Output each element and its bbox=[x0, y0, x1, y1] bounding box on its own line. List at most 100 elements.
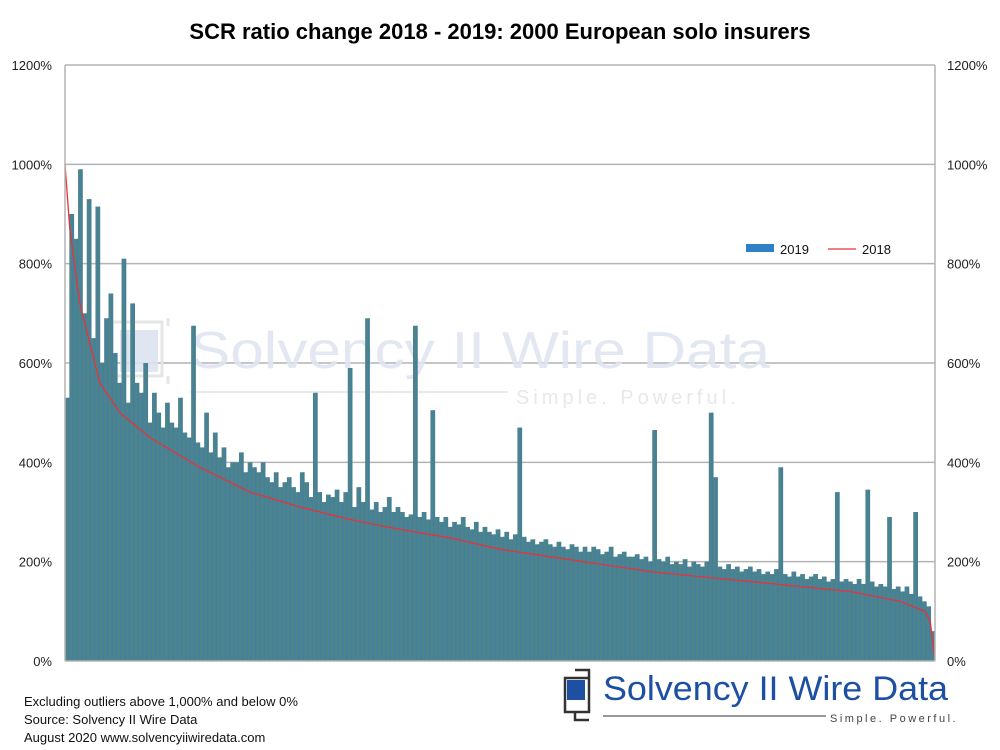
bar-2019 bbox=[152, 392, 157, 661]
bar-2019 bbox=[700, 566, 705, 661]
y-tick-label-right: 200% bbox=[947, 555, 981, 570]
bar-2019 bbox=[621, 551, 627, 661]
bar-2019 bbox=[834, 492, 840, 661]
bar-2019 bbox=[882, 586, 888, 661]
watermark: Solvency II Wire Data Simple. Powerful. bbox=[110, 318, 770, 409]
bar-2019 bbox=[665, 556, 671, 661]
legend-swatch-2019 bbox=[746, 244, 774, 252]
bar-2019 bbox=[386, 497, 392, 661]
bar-2019 bbox=[539, 541, 544, 661]
bar-2019 bbox=[682, 559, 688, 661]
watermark-logo-square bbox=[120, 330, 158, 372]
bar-2019 bbox=[521, 536, 527, 661]
bar-2019 bbox=[117, 382, 122, 661]
bar-2019 bbox=[765, 571, 771, 661]
bar-2019 bbox=[504, 531, 510, 661]
bar-2019 bbox=[500, 536, 505, 661]
bar-2019 bbox=[430, 410, 436, 661]
bar-2019 bbox=[447, 526, 453, 661]
bar-2019 bbox=[404, 516, 410, 661]
legend-label-2018: 2018 bbox=[862, 242, 891, 257]
bar-2019 bbox=[630, 556, 636, 661]
logo-square-icon bbox=[567, 680, 585, 700]
bar-2019 bbox=[147, 422, 153, 661]
bar-2019 bbox=[874, 586, 879, 661]
bar-2019 bbox=[769, 574, 775, 661]
bar-2019 bbox=[495, 529, 501, 661]
bar-2019 bbox=[82, 313, 88, 661]
bar-2019 bbox=[382, 507, 388, 661]
bar-2019 bbox=[143, 363, 149, 661]
bar-2019 bbox=[204, 412, 209, 661]
bar-2019 bbox=[191, 325, 196, 661]
bar-2019 bbox=[891, 588, 897, 661]
bar-2019 bbox=[782, 574, 788, 661]
bar-2019 bbox=[360, 502, 366, 661]
bar-2019 bbox=[565, 549, 570, 661]
bar-2019 bbox=[795, 576, 801, 661]
y-tick-label-right: 400% bbox=[947, 455, 981, 470]
bar-2019 bbox=[578, 551, 584, 661]
bar-2019 bbox=[160, 427, 166, 661]
bar-2019 bbox=[604, 551, 610, 661]
bar-2019 bbox=[65, 397, 70, 661]
y-tick-label-left: 200% bbox=[19, 555, 53, 570]
bar-2019 bbox=[230, 462, 236, 661]
bar-2019 bbox=[530, 539, 536, 661]
bar-2019 bbox=[434, 516, 440, 661]
bar-2019 bbox=[508, 539, 514, 661]
bar-2019 bbox=[843, 579, 849, 661]
bar-2019 bbox=[330, 497, 336, 661]
bar-2019 bbox=[678, 564, 684, 661]
bar-2019 bbox=[617, 554, 623, 661]
bar-2019 bbox=[186, 437, 192, 661]
logo-name: Solvency II Wire Data bbox=[603, 670, 948, 708]
bar-2019 bbox=[426, 519, 431, 661]
y-tick-label-left: 1200% bbox=[12, 58, 53, 73]
bar-2019 bbox=[195, 442, 201, 661]
bar-2019 bbox=[234, 462, 240, 661]
bar-2019 bbox=[804, 579, 810, 661]
bar-2019 bbox=[547, 544, 553, 661]
bar-2019 bbox=[808, 576, 814, 661]
bar-2019 bbox=[212, 432, 218, 661]
bar-2019 bbox=[752, 571, 758, 661]
bar-2019 bbox=[334, 489, 340, 661]
bar-2019 bbox=[339, 502, 344, 661]
bar-2019 bbox=[747, 566, 753, 661]
bar-2019 bbox=[708, 412, 714, 661]
bar-2019 bbox=[730, 569, 736, 661]
bar-2019 bbox=[608, 546, 614, 661]
bar-2019 bbox=[486, 531, 492, 661]
bar-2019 bbox=[391, 512, 396, 661]
bar-2019 bbox=[921, 601, 927, 661]
bar-2019 bbox=[587, 551, 592, 661]
bar-2019 bbox=[369, 509, 375, 661]
bar-2019 bbox=[691, 561, 697, 661]
bar-2019 bbox=[491, 534, 497, 661]
footnote-date-url: August 2020 www.solvencyiiwiredata.com bbox=[24, 730, 266, 745]
bar-2019 bbox=[865, 489, 871, 661]
bar-2019 bbox=[656, 559, 662, 661]
bar-2019 bbox=[69, 214, 75, 661]
bar-2019 bbox=[178, 397, 183, 661]
y-tick-label-right: 800% bbox=[947, 257, 981, 272]
bar-2019 bbox=[282, 482, 288, 661]
bar-2019 bbox=[173, 427, 179, 661]
bar-2019 bbox=[526, 541, 531, 661]
bar-2019 bbox=[817, 579, 823, 661]
bar-2019 bbox=[78, 169, 83, 662]
bar-2019 bbox=[687, 566, 692, 661]
bar-2019 bbox=[378, 512, 383, 661]
bar-2019 bbox=[591, 546, 597, 661]
bar-2019 bbox=[456, 524, 462, 661]
y-tick-label-right: 1200% bbox=[947, 58, 988, 73]
bar-2019 bbox=[717, 566, 723, 661]
bar-2019 bbox=[826, 581, 831, 661]
chart-title: SCR ratio change 2018 - 2019: 2000 Europ… bbox=[189, 19, 810, 44]
logo-frame-icon bbox=[563, 668, 591, 722]
bar-2019 bbox=[125, 402, 131, 661]
bar-2019 bbox=[908, 593, 914, 661]
bar-2019 bbox=[108, 293, 114, 661]
bar-2019 bbox=[138, 392, 144, 661]
